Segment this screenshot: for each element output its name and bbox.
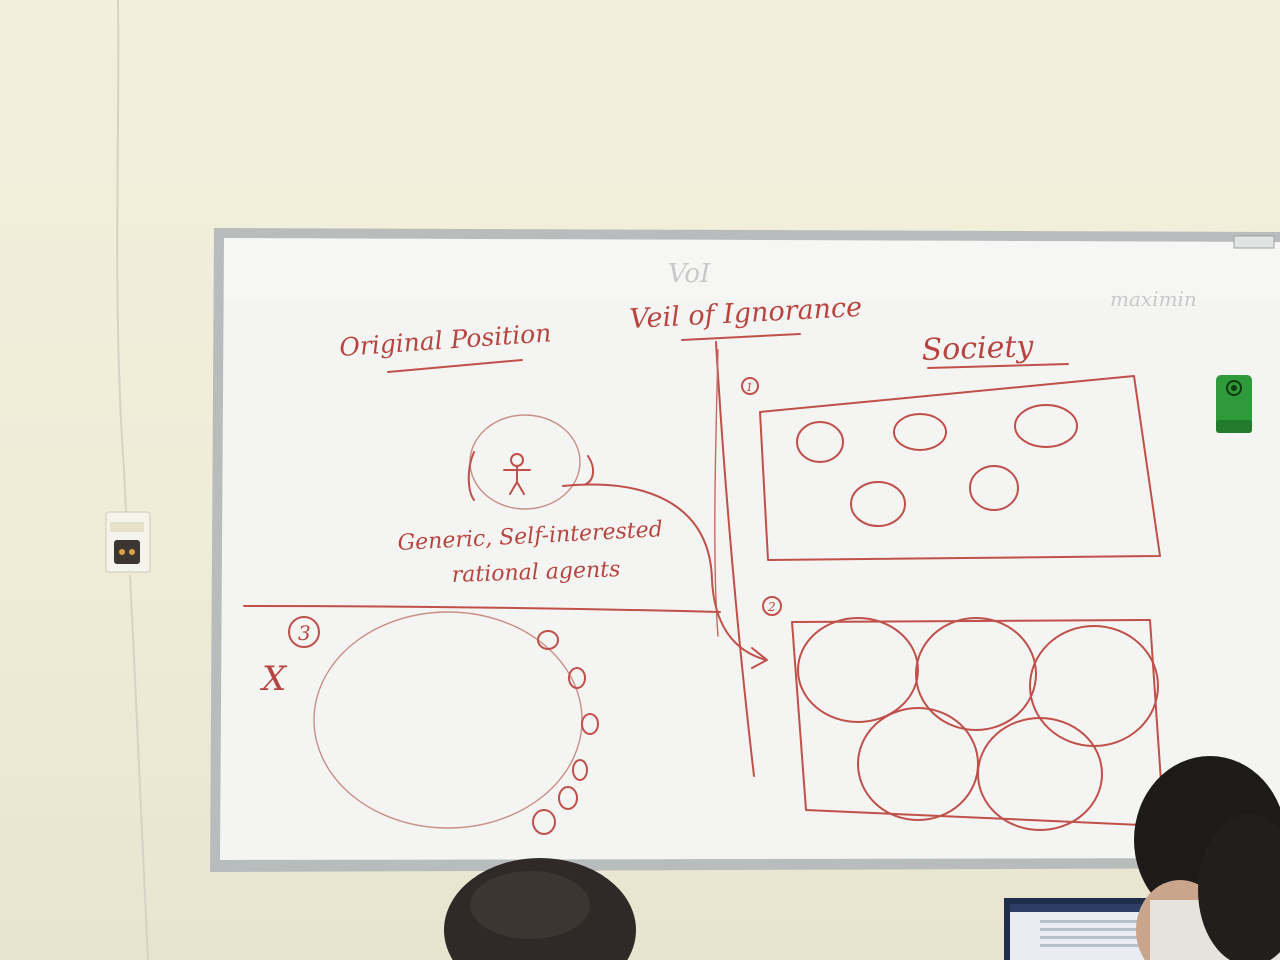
marker-2: 2	[762, 596, 782, 616]
cross-mark: X	[259, 659, 288, 699]
marker-1: 1	[741, 377, 759, 395]
left-heading-underline	[387, 359, 523, 373]
title-underline	[681, 333, 801, 341]
society-1-box	[759, 375, 1161, 561]
small-circles-chain	[532, 630, 599, 835]
agent-caption-line2: rational agents	[451, 557, 620, 588]
right-heading: Society	[921, 329, 1035, 368]
veil-divider	[715, 341, 755, 777]
horizontal-divider	[243, 605, 721, 613]
student-head-far-right	[1198, 814, 1280, 960]
whiteboard-eraser-icon[interactable]	[1216, 375, 1252, 433]
student-head-left	[444, 858, 636, 960]
faint-ghost-text-right: maximin	[1110, 287, 1197, 311]
arrow-to-society	[562, 483, 767, 661]
faint-ghost-text: VoI	[668, 259, 711, 289]
power-outlet-icon	[105, 511, 151, 573]
marker-2-label: 2	[767, 600, 776, 614]
wall-cable	[116, 0, 127, 513]
marker-3: 3	[288, 616, 320, 648]
arrow-head	[751, 647, 768, 669]
agent-circle	[467, 414, 594, 510]
whiteboard	[210, 228, 1280, 872]
stick-figure-icon	[503, 453, 531, 495]
marker-3-label: 3	[298, 621, 311, 645]
wall-cable-lower	[129, 574, 149, 960]
marker-1-label: 1	[746, 381, 753, 394]
right-heading-underline	[927, 363, 1069, 369]
